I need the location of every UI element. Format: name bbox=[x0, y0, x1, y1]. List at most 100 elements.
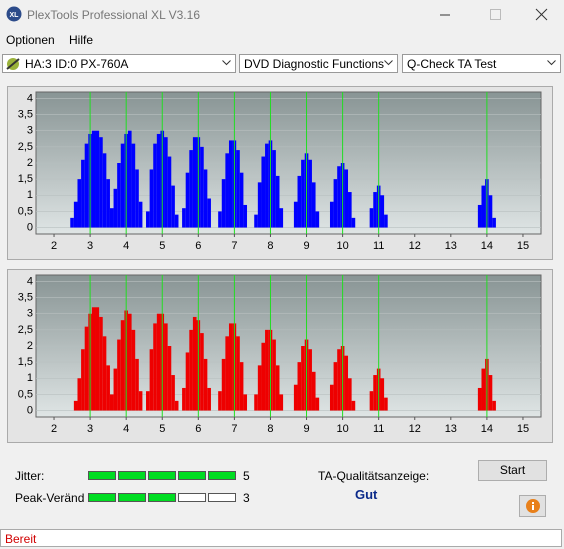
bar bbox=[254, 214, 258, 228]
bar bbox=[146, 211, 150, 228]
bar bbox=[138, 391, 143, 411]
x-tick-label: 4 bbox=[123, 423, 129, 435]
bar bbox=[91, 307, 96, 411]
bar bbox=[109, 394, 114, 411]
function-label: DVD Diagnostic Functions bbox=[244, 57, 385, 71]
bar bbox=[228, 140, 233, 228]
bar bbox=[257, 365, 262, 411]
bar bbox=[189, 329, 193, 411]
bar bbox=[200, 333, 204, 411]
chart-panel: 0 0,5 1 1,5 2 2,5 3 3,5 4 2 3 4 5 6 7 8 9 10 11 12 13 14 15 bbox=[7, 269, 553, 443]
bar bbox=[84, 143, 89, 228]
window-controls[interactable] bbox=[440, 8, 555, 22]
x-tick-label: 6 bbox=[195, 240, 201, 252]
meter-label: Peak-Veränd bbox=[15, 491, 85, 505]
bar bbox=[120, 143, 125, 228]
bar bbox=[369, 208, 374, 228]
bar bbox=[221, 179, 226, 228]
x-tick-label: 15 bbox=[517, 423, 529, 435]
bar bbox=[73, 201, 78, 228]
y-tick-label: 2,5 bbox=[18, 141, 33, 153]
bar bbox=[153, 323, 157, 411]
svg-text:XL: XL bbox=[10, 12, 20, 19]
bar bbox=[488, 375, 493, 411]
bar bbox=[149, 349, 154, 411]
bar bbox=[315, 397, 320, 411]
bar bbox=[348, 378, 352, 411]
bar bbox=[127, 130, 132, 228]
status-bar: Bereit bbox=[0, 529, 562, 547]
bar bbox=[153, 143, 157, 228]
bar bbox=[138, 201, 143, 228]
quality-label: TA-Qualitätsanzeige: bbox=[318, 469, 430, 483]
bar bbox=[77, 179, 82, 228]
bar bbox=[279, 394, 284, 411]
bar bbox=[329, 384, 334, 411]
bar bbox=[272, 339, 276, 411]
x-tick-label: 3 bbox=[87, 240, 93, 252]
info-button[interactable] bbox=[519, 495, 546, 517]
bar bbox=[120, 320, 125, 411]
meter-label: Jitter: bbox=[15, 469, 45, 483]
x-tick-label: 7 bbox=[231, 423, 237, 435]
bar bbox=[131, 329, 136, 411]
bar bbox=[257, 182, 262, 228]
bar bbox=[167, 156, 172, 228]
bar bbox=[293, 384, 298, 411]
bar bbox=[297, 175, 302, 228]
bar bbox=[182, 208, 186, 228]
bar bbox=[203, 169, 208, 228]
bar bbox=[315, 211, 320, 228]
bar bbox=[221, 358, 226, 411]
bar bbox=[344, 355, 349, 411]
meter-segment bbox=[178, 471, 206, 480]
y-tick-label: 0,5 bbox=[18, 388, 33, 400]
drive-select[interactable]: HA:3 ID:0 PX-760A bbox=[2, 54, 236, 73]
menu-item[interactable]: Optionen bbox=[6, 33, 55, 47]
x-tick-label: 12 bbox=[409, 240, 421, 252]
bar bbox=[171, 375, 175, 411]
bar bbox=[373, 192, 377, 228]
bar bbox=[200, 146, 204, 228]
bar bbox=[348, 192, 352, 228]
bar bbox=[182, 387, 186, 411]
bar bbox=[185, 352, 190, 411]
bar bbox=[185, 172, 190, 228]
y-tick-label: 1 bbox=[27, 372, 33, 384]
window-title: PlexTools Professional XL V3.16 bbox=[27, 8, 200, 22]
bar bbox=[243, 204, 248, 228]
bar bbox=[203, 358, 208, 411]
bar bbox=[228, 323, 233, 411]
meter-segment bbox=[148, 471, 176, 480]
x-tick-label: 3 bbox=[87, 423, 93, 435]
bar bbox=[373, 375, 377, 411]
y-tick-label: 3,5 bbox=[18, 291, 33, 303]
menu-item[interactable]: Hilfe bbox=[69, 33, 94, 47]
x-tick-label: 8 bbox=[267, 423, 273, 435]
start-button[interactable]: Start bbox=[478, 460, 547, 481]
bar bbox=[236, 336, 240, 411]
bar bbox=[481, 368, 486, 411]
y-tick-label: 2 bbox=[27, 157, 33, 169]
bar bbox=[337, 349, 341, 411]
bar bbox=[81, 349, 85, 411]
bar bbox=[239, 172, 244, 228]
test-select[interactable]: Q-Check TA Test bbox=[402, 54, 561, 73]
function-select[interactable]: DVD Diagnostic Functions bbox=[239, 54, 398, 73]
y-tick-label: 0 bbox=[27, 404, 33, 416]
bar bbox=[279, 208, 284, 228]
y-tick-label: 0,5 bbox=[18, 205, 33, 217]
meter-value: 3 bbox=[243, 491, 250, 505]
bar bbox=[117, 163, 121, 228]
y-tick-label: 0 bbox=[27, 221, 33, 233]
bar bbox=[99, 316, 103, 411]
quality-value: Gut bbox=[355, 487, 378, 502]
x-tick-label: 13 bbox=[445, 423, 457, 435]
y-tick-label: 4 bbox=[27, 275, 33, 287]
x-tick-label: 10 bbox=[336, 423, 348, 435]
bar bbox=[488, 195, 493, 228]
bar bbox=[384, 397, 388, 411]
bar bbox=[135, 358, 139, 411]
bar bbox=[218, 391, 222, 411]
